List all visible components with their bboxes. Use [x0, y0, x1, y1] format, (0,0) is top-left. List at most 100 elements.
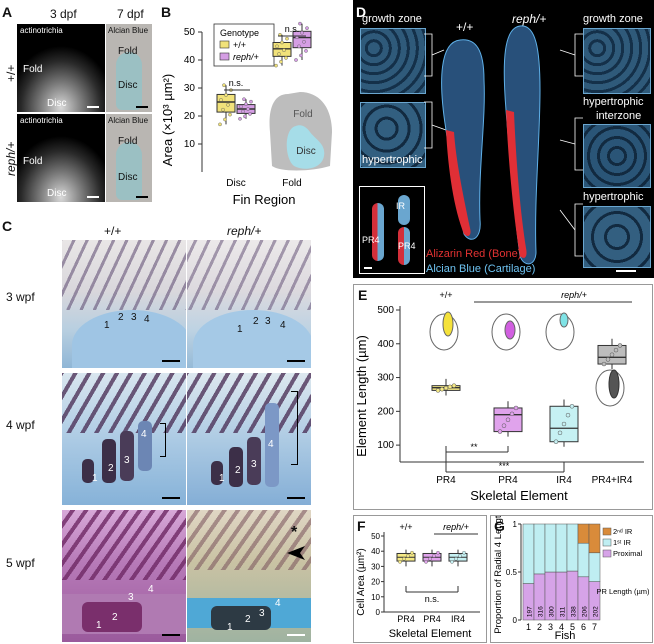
- f-boxes: [396, 549, 468, 567]
- g-cat-2: 3: [548, 622, 553, 632]
- c-num-2-wt3: 2: [118, 312, 124, 323]
- g-bar-1-4: [566, 523, 579, 572]
- c-num-3-wt5: 3: [128, 592, 134, 603]
- b-point-0-0-5: [219, 98, 223, 102]
- b-point-0-0-2: [228, 112, 232, 117]
- c-num-4-mut4: 4: [268, 439, 274, 450]
- f-point-2-1: [454, 557, 458, 561]
- b-point-0-1-3: [277, 52, 281, 56]
- panel-label-c: C: [2, 218, 13, 234]
- g-legend-swatch-0: [602, 527, 612, 536]
- b-point-1-1-7: [305, 26, 309, 30]
- g-cat-4: 5: [570, 622, 575, 632]
- c-num-2-mut3: 2: [253, 316, 259, 327]
- g-pr-length-0: 197: [527, 606, 534, 617]
- e-ytick-label-2: 300: [377, 373, 394, 384]
- chart-f: Cell Area (µm²) 0 10 20 30 40 50 +/+ reph/+ n…: [356, 522, 480, 640]
- f-ytick-label-1: 10: [371, 593, 380, 602]
- e-point-0-4: [451, 383, 457, 388]
- e-point-2-3: [565, 412, 571, 418]
- b-point-0-1-4: [282, 48, 286, 53]
- e-ytick-label-4: 500: [377, 305, 394, 316]
- g-bar-2-6: [588, 523, 601, 554]
- b-point-1-0-1: [243, 114, 247, 119]
- a-disc-label-3: Disc: [47, 188, 67, 199]
- b-point-1-0-2: [248, 112, 252, 116]
- e-point-3-2: [609, 352, 615, 358]
- c-num-4-mut5: 4: [275, 598, 281, 609]
- b-point-0-1-5: [275, 44, 279, 49]
- g-yticks: 00.51: [506, 520, 521, 625]
- e-point-1-0: [497, 429, 503, 434]
- g-ytick-label-2: 1: [513, 520, 518, 529]
- b-xlabel: Fin Region: [233, 192, 296, 207]
- b-point-1-1-2: [304, 49, 308, 53]
- d-inset-growth-zone-wt: [360, 28, 426, 94]
- b-point-1-0-8: [242, 97, 246, 101]
- g-ytick-label-1: 0.5: [506, 568, 518, 577]
- e-point-3-4: [617, 343, 623, 348]
- f-point-0-1: [402, 557, 406, 561]
- a-fold-label-4: Fold: [118, 136, 138, 147]
- d-inset-interzone-mut: [583, 124, 651, 188]
- c-row-4wpf: 4 wpf: [6, 418, 35, 432]
- b-point-0-1-7: [285, 36, 289, 41]
- b-point-0-1-0: [274, 63, 278, 68]
- b-point-0-0-4: [226, 103, 230, 107]
- e-ytick-label-3: 400: [377, 339, 394, 350]
- f-point-1-2: [432, 553, 436, 558]
- g-pr-length-2: 300: [549, 606, 556, 617]
- c-micrograph-wt-5wpf: 1 2 3 4: [62, 510, 186, 642]
- b-cat-fold: Fold: [282, 178, 301, 189]
- a-disc-label-4: Disc: [118, 172, 138, 183]
- e-point-2-0: [553, 439, 559, 444]
- g-pr-length-6: 202: [593, 606, 600, 617]
- a-disc-label: Disc: [47, 98, 67, 109]
- b-point-1-1-8: [298, 21, 302, 26]
- g-legend-label-1: 1ˢᵗ IR: [613, 538, 632, 547]
- b-point-1-0-7: [249, 99, 253, 104]
- g-bar-1-3: [555, 523, 568, 573]
- d-mut-label: reph/+: [512, 12, 547, 26]
- f-cat-1: PR4: [397, 614, 415, 624]
- c-num-1-mut4: 1: [219, 473, 225, 484]
- d-pr4-label-left: PR4: [362, 235, 380, 245]
- b-point-1-0-0: [238, 117, 242, 121]
- c-num-4-wt4: 4: [141, 429, 147, 440]
- a-fold-label: Fold: [23, 64, 43, 75]
- c-arrowhead-icon: [287, 546, 305, 560]
- e-point-3-1: [605, 357, 611, 362]
- f-point-2-3: [462, 550, 466, 555]
- a-row-mut: reph/+: [4, 141, 18, 176]
- c-num-3-wt3: 3: [131, 312, 137, 323]
- c-num-3-mut5: 3: [259, 608, 265, 619]
- f-ytick-label-0: 0: [376, 608, 381, 617]
- b-legend-wt-swatch: [219, 40, 230, 49]
- e-point-0-1: [439, 386, 445, 392]
- g-bar-1-5: [577, 542, 590, 578]
- g-cat-3: 4: [559, 622, 564, 632]
- e-point-3-0: [601, 361, 607, 367]
- e-point-0-2: [443, 385, 449, 391]
- a-micrograph-mut-7dpf: Alcian Blue Fold Disc: [106, 114, 152, 202]
- c-num-2-wt4: 2: [108, 463, 114, 474]
- a-col-7dpf: 7 dpf: [117, 7, 144, 21]
- panel-g-frame: [490, 515, 653, 643]
- c-num-3-mut4: 3: [251, 459, 257, 470]
- a-disc-label-2: Disc: [118, 80, 138, 91]
- f-ytick-label-4: 40: [371, 547, 380, 556]
- e-schematic-pr4-ir4: [595, 369, 625, 407]
- g-legend-label-0: 2ⁿᵈ IR: [613, 527, 633, 536]
- e-cat-2: PR4: [498, 475, 518, 486]
- f-ylabel: Cell Area (µm²): [356, 548, 367, 615]
- b-cat-disc: Disc: [226, 178, 245, 189]
- f-point-0-3: [410, 550, 414, 555]
- g-ytick-label-0: 0: [513, 616, 518, 625]
- g-pr-length-5: 206: [582, 606, 589, 617]
- b-box-0-0: [216, 93, 236, 113]
- f-mut-label: reph/+: [443, 522, 469, 532]
- e-point-0-0: [435, 388, 441, 393]
- e-point-3-3: [613, 347, 619, 353]
- g-pr-length-3: 311: [560, 606, 567, 617]
- b-point-0-0-3: [221, 107, 225, 112]
